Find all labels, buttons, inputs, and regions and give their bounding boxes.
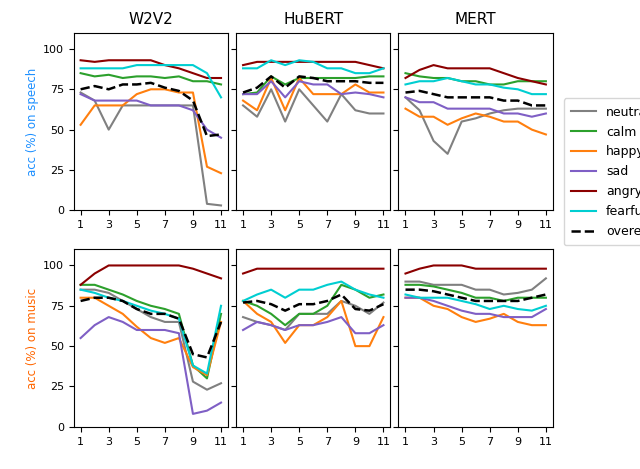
Y-axis label: acc (%) on speech: acc (%) on speech bbox=[26, 68, 38, 176]
Title: W2V2: W2V2 bbox=[129, 13, 173, 28]
Legend: neutral, calm, happy, sad, angry, fearful, overeall: neutral, calm, happy, sad, angry, fearfu… bbox=[564, 98, 640, 245]
Title: MERT: MERT bbox=[455, 13, 497, 28]
Y-axis label: acc (%) on music: acc (%) on music bbox=[26, 287, 38, 389]
Title: HuBERT: HuBERT bbox=[283, 13, 343, 28]
